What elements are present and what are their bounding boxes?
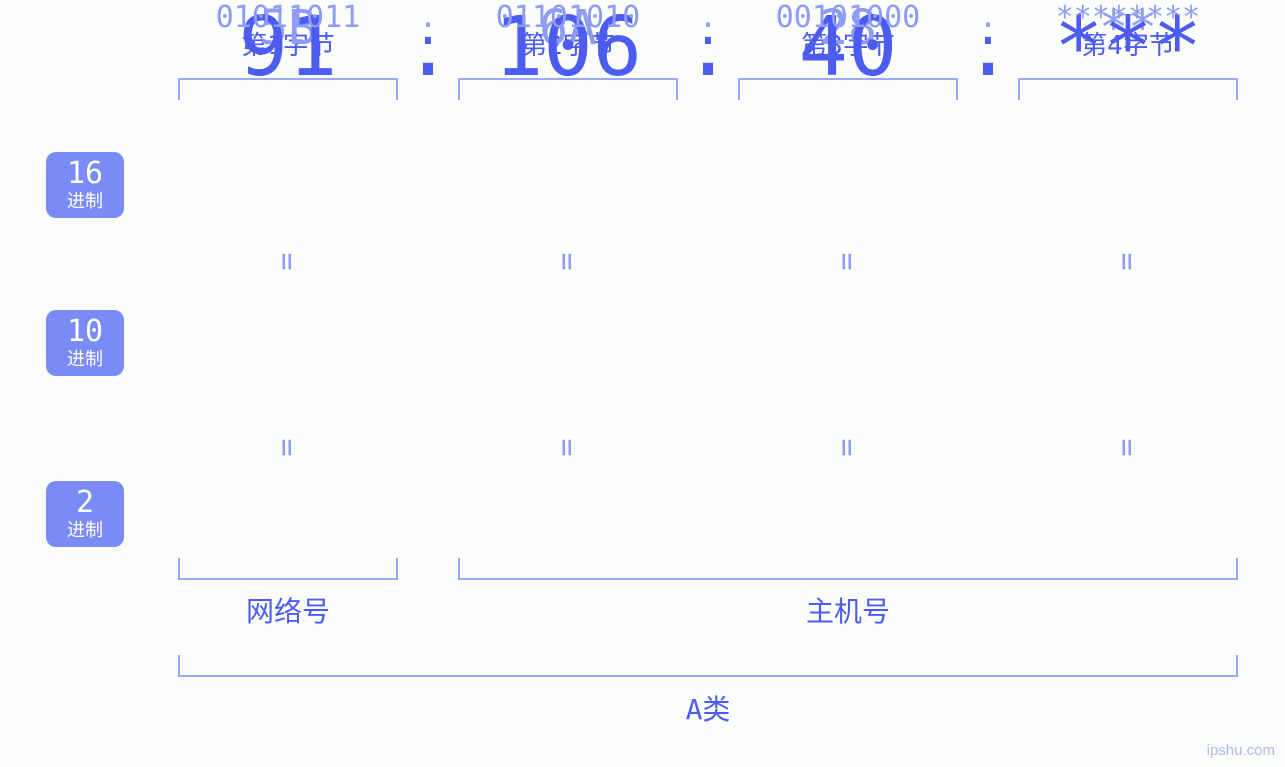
badge-bin: 2 进制 xyxy=(46,481,124,547)
host-label: 主机号 xyxy=(458,590,1238,630)
bin-byte-1: 01011011 xyxy=(178,0,398,35)
equals-icon: = xyxy=(1110,252,1145,270)
host-bracket xyxy=(458,558,1238,580)
network-label: 网络号 xyxy=(178,590,398,630)
badge-hex-label: 进制 xyxy=(67,193,103,211)
badge-bin-label: 进制 xyxy=(67,522,103,540)
badge-dec-number: 10 xyxy=(67,317,103,347)
equals-icon: = xyxy=(1110,438,1145,456)
badge-dec-label: 进制 xyxy=(67,351,103,369)
equals-icon: = xyxy=(830,252,865,270)
watermark: ipshu.com xyxy=(1207,742,1275,759)
equals-icon: = xyxy=(550,252,585,270)
dot-icon: . xyxy=(398,0,458,35)
class-bracket xyxy=(178,655,1238,677)
network-bracket xyxy=(178,558,398,580)
badge-bin-number: 2 xyxy=(76,488,94,518)
class-label: A类 xyxy=(178,688,1238,728)
badge-hex: 16 进制 xyxy=(46,152,124,218)
equals-icon: = xyxy=(830,438,865,456)
equals-icon: = xyxy=(550,438,585,456)
bin-byte-4: ******** xyxy=(1018,0,1238,35)
bin-byte-2: 01101010 xyxy=(458,0,678,35)
equals-icon: = xyxy=(270,252,305,270)
equals-icon: = xyxy=(270,438,305,456)
bin-byte-3: 00101000 xyxy=(738,0,958,35)
badge-hex-number: 16 xyxy=(67,159,103,189)
dot-icon: . xyxy=(678,0,738,35)
dot-icon: . xyxy=(958,0,1018,35)
ip-address-diagram: 第1字节 第2字节 第3字节 第4字节 16 进制 10 进制 2 进制 5B … xyxy=(0,0,1285,767)
badge-dec: 10 进制 xyxy=(46,310,124,376)
